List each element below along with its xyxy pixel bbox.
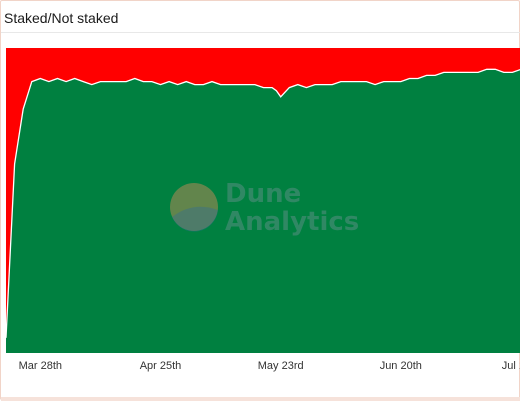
x-tick-label: May 23rd [258, 360, 304, 372]
x-axis: Mar 28th Apr 25th May 23rd Jun 20th Jul 18th [19, 360, 520, 372]
staked-boundary-line [5, 68, 520, 338]
x-tick-label: Apr 25th [140, 360, 182, 372]
footer-bar [1, 397, 520, 401]
x-tick-label: Mar 28th [19, 360, 62, 372]
x-tick-label: Jul 18th [502, 360, 520, 372]
dune-watermark: Dune Analytics [170, 179, 359, 237]
x-tick-label: Jun 20th [380, 360, 422, 372]
dune-logo-icon [170, 183, 218, 231]
watermark-line2: Analytics [225, 207, 359, 237]
chart-title: Staked/Not staked [4, 10, 119, 26]
title-divider [1, 32, 520, 33]
watermark-line1: Dune [225, 179, 301, 209]
dune-logo-wave-icon [172, 206, 218, 232]
staked-area [6, 69, 520, 353]
